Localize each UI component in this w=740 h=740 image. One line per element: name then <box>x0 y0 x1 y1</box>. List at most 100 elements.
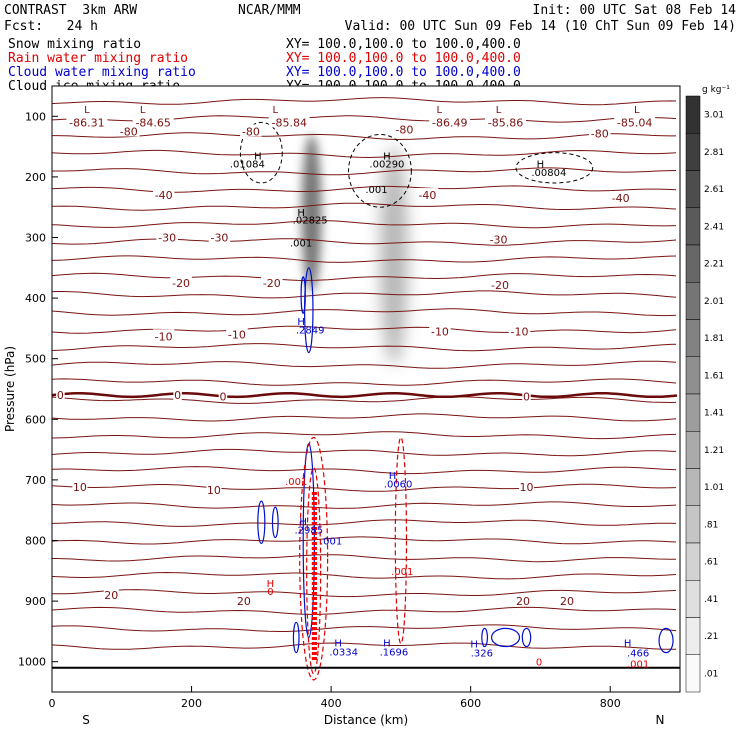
isotherm-label-bg <box>489 277 511 290</box>
isotherm-line <box>51 360 677 369</box>
extremum-label: .00804 <box>531 168 566 179</box>
isotherm-label-bg <box>56 388 65 401</box>
isotherm-line <box>52 167 677 176</box>
extremum-label: L <box>436 105 442 116</box>
extremum-label: H <box>297 208 305 219</box>
extremum-label: .326 <box>471 649 493 660</box>
isotherm-label: -86.31 <box>69 116 104 129</box>
isotherm-label-bg <box>429 324 451 337</box>
cloud-water-contour <box>300 276 306 314</box>
colorbar-label: 1.61 <box>704 371 724 381</box>
isotherm-line <box>51 606 677 615</box>
colorbar-label: 3.01 <box>704 111 724 121</box>
colorbar-label: 1.01 <box>704 483 724 493</box>
isotherm-label: 20 <box>516 595 530 608</box>
plot-area: -86.31 -84.65 -85.84 -86.49 -85.86 -85.04 -80 -… <box>3 85 681 727</box>
isotherm-label: -20 <box>263 277 281 290</box>
north-label: N <box>656 713 665 727</box>
isotherm-label: -30 <box>210 232 228 245</box>
extremum-label: .02825 <box>293 215 328 226</box>
colorbar-label: 1.21 <box>704 446 724 456</box>
colorbar-label: 1.41 <box>704 409 724 419</box>
isotherm-label-bg <box>218 389 228 402</box>
colorbar-swatch <box>685 654 701 693</box>
isotherm-label: 0 <box>523 390 530 403</box>
colorbar-label: 2.01 <box>704 297 724 307</box>
isotherm-label: -85.04 <box>617 116 652 129</box>
extremum-label: 0 <box>536 658 542 669</box>
cloud-water-contour <box>292 621 300 654</box>
colorbar-swatch <box>685 133 701 171</box>
isotherm-label-bg <box>559 594 575 607</box>
extremum-label: H <box>299 517 307 528</box>
colorbar-swatch <box>685 244 701 283</box>
isotherm-label-bg <box>208 230 231 243</box>
isotherm-line <box>51 466 677 475</box>
isotherm-label: 0 <box>219 390 226 403</box>
cloud-water-contour <box>658 627 674 654</box>
isotherm-label: -30 <box>490 233 508 246</box>
institution-label: NCAR/MMM <box>238 3 301 18</box>
isotherm-label: 0 <box>57 389 64 402</box>
isotherm-label: -80 <box>120 125 138 138</box>
isotherm-label-bg <box>518 480 534 493</box>
isotherm-label-bg <box>609 191 632 204</box>
isotherm-line <box>51 220 677 229</box>
isotherm-label-bg <box>485 115 527 128</box>
y-tick-label: 500 <box>25 353 46 366</box>
extremum-label: L <box>496 105 502 116</box>
extremum-label: .0334 <box>329 647 358 658</box>
x-tick-label: 800 <box>600 697 621 710</box>
extremum-label: L <box>634 105 640 116</box>
colorbar-label: .01 <box>704 669 718 679</box>
isotherm-line <box>51 202 677 211</box>
colorbar-label: .21 <box>704 632 718 642</box>
field-name-snow: Snow mixing ratio <box>8 37 142 52</box>
isotherm-label: -10 <box>431 325 449 338</box>
colorbar-swatch <box>685 617 701 655</box>
colorbar-swatch <box>685 207 701 246</box>
extremum-label: .001 <box>391 567 413 578</box>
isotherm-label: -80 <box>591 127 609 140</box>
isotherm-label-bg <box>240 124 262 137</box>
isotherm-line <box>51 378 677 386</box>
isotherm-line <box>51 483 677 492</box>
isotherm-line <box>51 238 677 246</box>
isotherm-line <box>51 448 677 457</box>
isotherm-label-bg <box>170 275 192 288</box>
colorbar-swatch <box>685 319 701 357</box>
extremum-label: H <box>297 317 305 328</box>
colorbar-label: 2.61 <box>704 185 724 195</box>
extremum-label: .001 <box>627 660 649 671</box>
colorbar-swatch <box>685 95 701 134</box>
isotherm-line <box>51 396 677 404</box>
field-name-rain: Rain water mixing ratio <box>8 51 189 66</box>
isotherm-label: -10 <box>228 328 246 341</box>
isotherm-line <box>51 571 677 580</box>
colorbar-swatch <box>685 542 701 581</box>
rain-water-contour <box>306 467 322 675</box>
isotherm-line <box>51 431 677 440</box>
cloud-water-contour <box>481 627 489 648</box>
field-name-cloud-water: Cloud water mixing ratio <box>8 65 196 80</box>
extremum-label: .001 <box>320 537 342 548</box>
colorbar-swatch <box>685 282 701 320</box>
isotherm-label-bg <box>268 115 310 128</box>
isotherm-label-bg <box>72 480 88 493</box>
extremum-label: H <box>383 638 391 649</box>
isotherm-label: -20 <box>491 279 509 292</box>
isotherm-label-bg <box>103 588 119 601</box>
x-tick-label: 400 <box>321 697 342 710</box>
plot-frame <box>51 85 681 693</box>
zero-isotherm <box>51 392 678 399</box>
extremum-label: H <box>383 152 391 163</box>
cloud-water-contour <box>490 627 521 648</box>
extremum-label: .0060 <box>384 480 413 491</box>
isotherm-label: -80 <box>395 124 413 137</box>
isotherm-label: -30 <box>158 232 176 245</box>
forecast-hour: Fcst: 24 h <box>4 19 98 34</box>
isotherm-label-bg <box>152 188 175 201</box>
isotherm-label: -84.65 <box>135 116 170 129</box>
colorbar-label: .81 <box>704 520 718 530</box>
isotherm-label-bg <box>261 275 283 288</box>
